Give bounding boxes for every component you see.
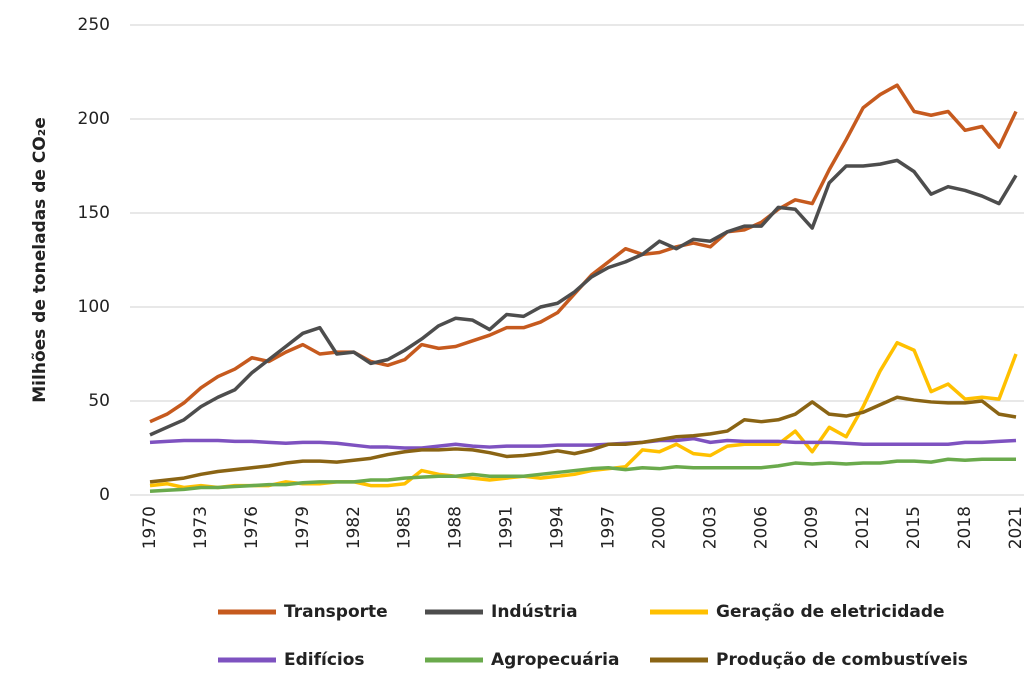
x-tick-label: 1994 [548, 506, 568, 549]
x-tick-label: 2018 [955, 506, 975, 549]
x-tick-label: 1973 [191, 506, 211, 549]
legend: Transporte Indústria Geração de eletricida… [218, 602, 968, 670]
x-tick-label: 1976 [242, 506, 262, 549]
legend-label: Geração de eletricidade [716, 602, 945, 622]
x-tick-label: 2012 [853, 506, 873, 549]
x-tick-label: 2021 [1006, 506, 1026, 549]
y-tick-label: 150 [78, 203, 110, 223]
series-line [149, 83, 1018, 424]
legend-label: Edifícios [284, 650, 365, 670]
y-tick-label: 100 [78, 297, 110, 317]
y-tick-label: 50 [88, 391, 110, 411]
y-tick-label: 0 [99, 485, 110, 505]
x-tick-label: 2000 [649, 506, 669, 549]
x-tick-label: 2015 [904, 506, 924, 549]
x-tick-label: 1970 [140, 506, 160, 549]
legend-label: Agropecuária [491, 650, 619, 670]
x-tick-label: 1985 [395, 506, 415, 549]
legend-label: Indústria [491, 602, 578, 622]
x-tick-label: 1988 [446, 506, 466, 549]
series-line [149, 457, 1016, 493]
x-tick-label: 1982 [344, 506, 364, 549]
x-tick-label: 2003 [700, 506, 720, 549]
y-axis-label: Milhões de toneladas de CO₂e [30, 117, 50, 402]
x-tick-label: 2006 [751, 506, 771, 549]
legend-label: Transporte [284, 602, 388, 622]
x-tick-label: 1979 [293, 506, 313, 549]
series-line [149, 158, 1018, 437]
x-tick-label: 1991 [497, 506, 517, 549]
legend-label: Produção de combustíveis [716, 650, 968, 670]
y-tick-label: 200 [78, 109, 110, 129]
series-line [149, 436, 1017, 450]
x-tick-label: 2009 [802, 506, 822, 549]
y-tick-label: 250 [78, 15, 110, 35]
x-tick-label: 1997 [598, 506, 618, 549]
series-line [149, 395, 1017, 484]
